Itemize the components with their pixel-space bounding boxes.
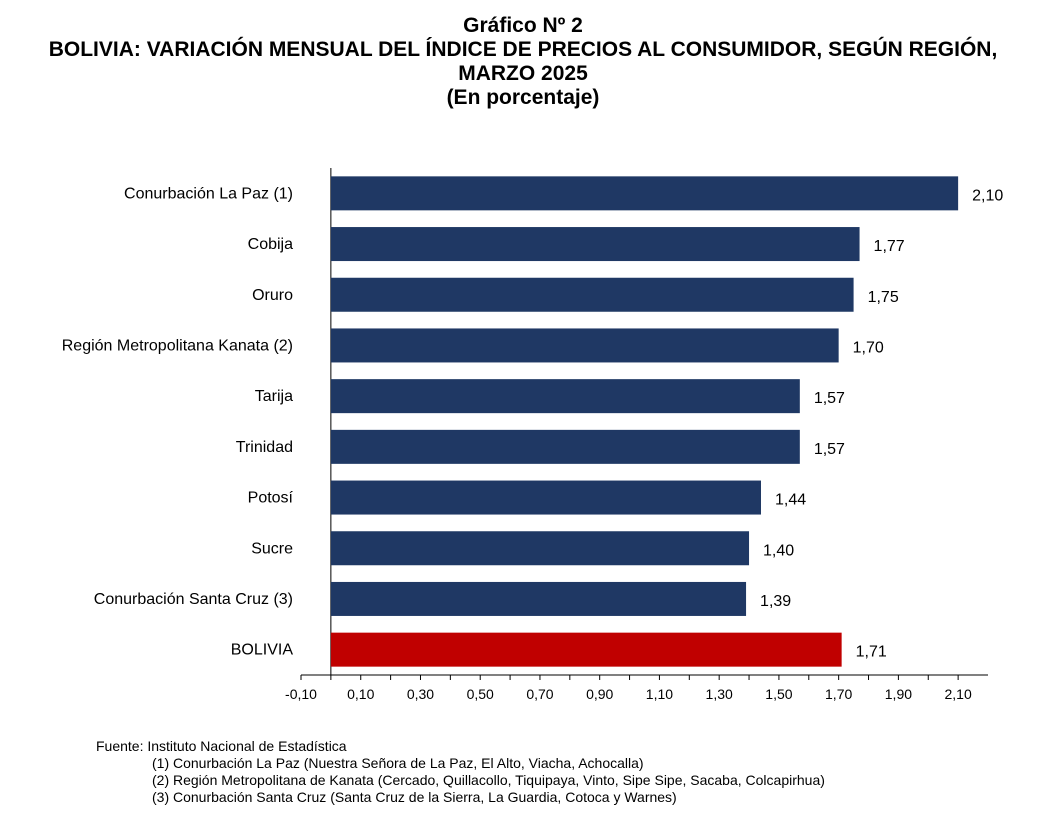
category-label: BOLIVIA	[231, 642, 294, 659]
x-tick-label: 1,10	[646, 686, 673, 702]
bar	[330, 328, 839, 363]
source-note: Fuente: Instituto Nacional de Estadístic…	[96, 738, 347, 754]
bar	[330, 581, 747, 616]
bar	[330, 227, 860, 262]
category-label: Conurbación Santa Cruz (3)	[94, 591, 293, 608]
bar	[330, 632, 842, 667]
x-tick-label: 1,70	[825, 686, 852, 702]
bar	[330, 277, 854, 312]
bar	[330, 480, 761, 515]
bar	[330, 379, 800, 414]
data-label: 1,44	[775, 492, 806, 509]
bar	[330, 429, 800, 464]
footnote-2: (2) Región Metropolitana de Kanata (Cerc…	[152, 772, 825, 788]
x-tick-label: 0,50	[467, 686, 494, 702]
category-label: Oruro	[252, 287, 293, 304]
x-tick-label: 0,70	[526, 686, 553, 702]
chart-unit-label: (En porcentaje)	[446, 86, 600, 109]
footnote-3: (3) Conurbación Santa Cruz (Santa Cruz d…	[152, 789, 677, 805]
x-tick-label: 1,30	[706, 686, 733, 702]
category-label: Trinidad	[236, 439, 293, 456]
data-label: 1,39	[760, 593, 791, 610]
footnote-1: (1) Conurbación La Paz (Nuestra Señora d…	[152, 755, 644, 771]
data-label: 1,40	[763, 542, 794, 559]
x-tick-label: 2,10	[945, 686, 972, 702]
bar-chart: -0,10 0,10 0,30 0,50 0,70 0,90 1,10 1,30 1,50 1,7…	[62, 168, 1003, 702]
x-tick-label: 0,30	[407, 686, 434, 702]
data-label: 1,71	[856, 644, 887, 661]
category-label: Cobija	[248, 236, 293, 253]
x-tick-label: 1,90	[885, 686, 912, 702]
category-label: Sucre	[251, 540, 293, 557]
data-label: 1,57	[814, 390, 845, 407]
footnotes: Fuente: Instituto Nacional de Estadístic…	[96, 738, 825, 806]
x-tick-label: -0,10	[285, 686, 317, 702]
data-label: 1,77	[874, 238, 905, 255]
x-tick-label: 0,90	[586, 686, 613, 702]
bar	[330, 176, 959, 211]
bar	[330, 531, 750, 566]
data-label: 1,57	[814, 441, 845, 458]
chart-title: Gráfico Nº 2	[463, 14, 583, 37]
chart-subtitle: BOLIVIA: VARIACIÓN MENSUAL DEL ÍNDICE DE…	[48, 38, 998, 85]
category-label: Región Metropolitana Kanata (2)	[62, 337, 293, 354]
category-label: Tarija	[255, 388, 293, 405]
x-tick-label: 0,10	[347, 686, 374, 702]
data-label: 1,70	[853, 339, 884, 356]
x-tick-label: 1,50	[765, 686, 792, 702]
category-label: Conurbación La Paz (1)	[124, 185, 293, 202]
data-label: 2,10	[972, 187, 1003, 204]
chart-titles: Gráfico Nº 2 BOLIVIA: VARIACIÓN MENSUAL …	[0, 14, 1046, 110]
category-label: Potosí	[248, 490, 294, 507]
data-label: 1,75	[868, 289, 899, 306]
